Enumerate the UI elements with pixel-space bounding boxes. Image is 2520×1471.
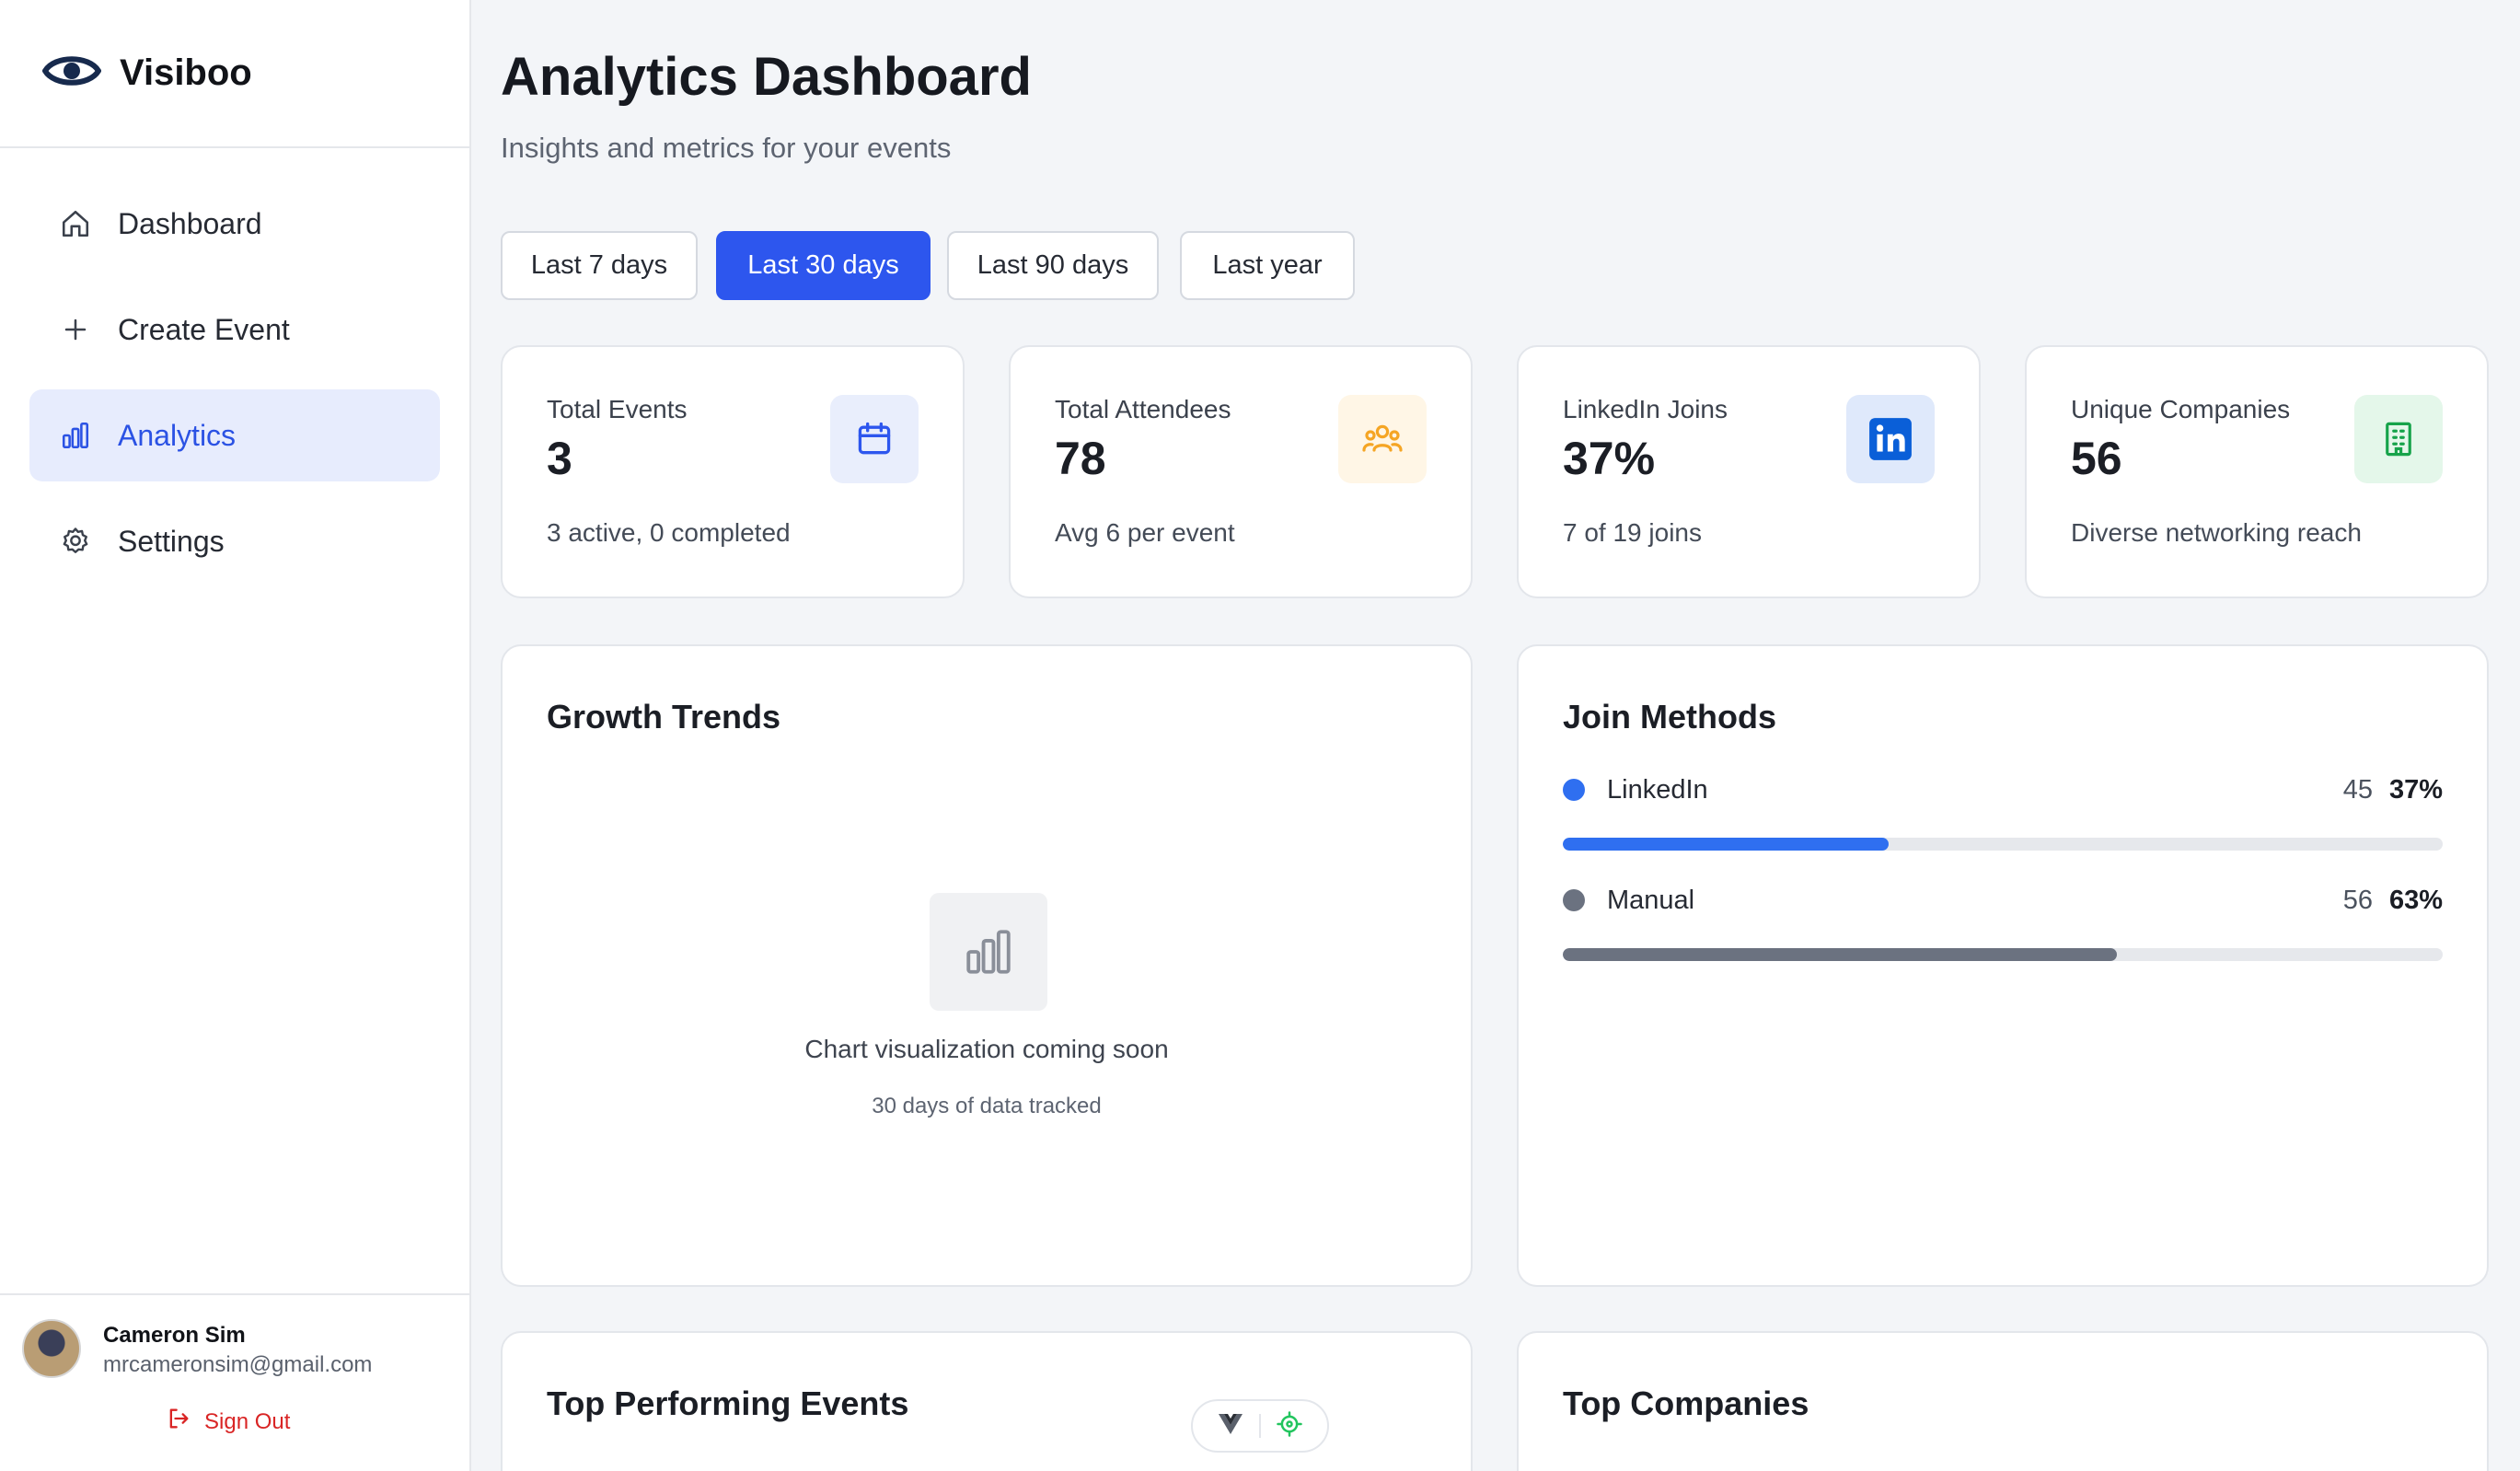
stat-subtext: Avg 6 per event xyxy=(1055,518,1235,547)
linkedin-icon xyxy=(1846,395,1935,483)
card-title: Top Companies xyxy=(1563,1384,1809,1422)
stat-value: 3 xyxy=(547,433,572,484)
chart-placeholder-text: Chart visualization coming soon xyxy=(804,1035,1169,1063)
brand-name: Visiboo xyxy=(120,52,252,93)
sidebar-item-analytics[interactable]: Analytics xyxy=(29,389,440,481)
gear-icon xyxy=(59,525,92,558)
progress-track xyxy=(1563,948,2443,961)
logout-icon xyxy=(166,1406,191,1438)
method-count: 56 xyxy=(2342,885,2373,915)
legend-dot xyxy=(1563,779,1585,801)
inspect-target-icon[interactable] xyxy=(1276,1410,1303,1442)
sign-out-label: Sign Out xyxy=(204,1408,291,1434)
method-name: LinkedIn xyxy=(1607,774,1708,805)
range-last-7-days[interactable]: Last 7 days xyxy=(501,231,698,300)
avatar[interactable] xyxy=(22,1319,81,1378)
join-methods-card: Join Methods LinkedIn 45 37% Manual 56 6… xyxy=(1517,644,2489,1287)
stat-label: Unique Companies xyxy=(2071,395,2291,423)
home-icon xyxy=(59,207,92,240)
card-title: Growth Trends xyxy=(547,698,781,736)
page-title: Analytics Dashboard xyxy=(501,47,1032,107)
stat-label: LinkedIn Joins xyxy=(1563,395,1728,423)
page-subtitle: Insights and metrics for your events xyxy=(501,132,952,164)
stat-subtext: Diverse networking reach xyxy=(2071,518,2362,547)
stat-card-total-attendees: Total Attendees 78 Avg 6 per event xyxy=(1009,345,1473,598)
method-percent: 37% xyxy=(2388,774,2443,805)
stat-label: Total Events xyxy=(547,395,688,423)
join-method-row-linkedin: LinkedIn 45 37% xyxy=(1563,771,2443,808)
sidebar-item-settings[interactable]: Settings xyxy=(29,495,440,587)
chart-placeholder-note: 30 days of data tracked xyxy=(872,1094,1102,1118)
range-last-90-days[interactable]: Last 90 days xyxy=(947,231,1159,300)
sidebar: Visiboo Dashboard Create Event xyxy=(0,0,471,1471)
range-last-30-days[interactable]: Last 30 days xyxy=(716,231,931,300)
brand[interactable]: Visiboo xyxy=(0,0,469,148)
stat-value: 78 xyxy=(1055,433,1106,484)
method-percent: 63% xyxy=(2388,885,2443,915)
dev-toolbar xyxy=(1191,1399,1329,1453)
range-last-year[interactable]: Last year xyxy=(1180,231,1355,300)
sidebar-nav: Dashboard Create Event Analytics xyxy=(0,148,469,587)
user-email: mrcameronsim@gmail.com xyxy=(103,1352,373,1377)
sidebar-item-label: Settings xyxy=(118,524,225,558)
card-title: Join Methods xyxy=(1563,698,1776,736)
method-count: 45 xyxy=(2342,774,2373,805)
eye-logo-icon xyxy=(42,49,101,98)
vue-devtools-icon[interactable] xyxy=(1217,1412,1244,1441)
stat-card-total-events: Total Events 3 3 active, 0 completed xyxy=(501,345,965,598)
calendar-icon xyxy=(830,395,919,483)
stat-value: 56 xyxy=(2071,433,2122,484)
method-name: Manual xyxy=(1607,885,1695,915)
stat-value: 37% xyxy=(1563,433,1656,484)
plus-icon xyxy=(59,313,92,346)
top-events-card: Top Performing Events xyxy=(501,1331,1473,1471)
stat-subtext: 7 of 19 joins xyxy=(1563,518,1702,547)
sidebar-item-dashboard[interactable]: Dashboard xyxy=(29,178,440,270)
sidebar-item-create-event[interactable]: Create Event xyxy=(29,284,440,376)
users-icon xyxy=(1338,395,1427,483)
toolbar-divider xyxy=(1259,1414,1261,1438)
stat-label: Total Attendees xyxy=(1055,395,1231,423)
top-companies-card: Top Companies xyxy=(1517,1331,2489,1471)
card-title: Top Performing Events xyxy=(547,1384,909,1422)
join-method-row-manual: Manual 56 63% xyxy=(1563,882,2443,919)
legend-dot xyxy=(1563,889,1585,911)
stat-card-linkedin-joins: LinkedIn Joins 37% 7 of 19 joins xyxy=(1517,345,1981,598)
sidebar-item-label: Analytics xyxy=(118,418,237,452)
growth-trends-card: Growth Trends Chart visualization coming… xyxy=(501,644,1473,1287)
stat-subtext: 3 active, 0 completed xyxy=(547,518,791,547)
progress-fill-manual xyxy=(1563,948,2118,961)
building-icon xyxy=(2354,395,2443,483)
progress-fill-linkedin xyxy=(1563,838,1889,851)
sidebar-item-label: Create Event xyxy=(118,312,290,346)
chart-placeholder-icon xyxy=(930,893,1047,1011)
stat-card-unique-companies: Unique Companies 56 Diverse networking r… xyxy=(2025,345,2489,598)
user-name: Cameron Sim xyxy=(103,1323,246,1348)
sidebar-item-label: Dashboard xyxy=(118,206,262,240)
user-panel: Cameron Sim mrcameronsim@gmail.com Sign … xyxy=(0,1293,469,1471)
sign-out-button[interactable]: Sign Out xyxy=(166,1406,290,1438)
progress-track xyxy=(1563,838,2443,851)
bar-chart-icon xyxy=(59,419,92,452)
